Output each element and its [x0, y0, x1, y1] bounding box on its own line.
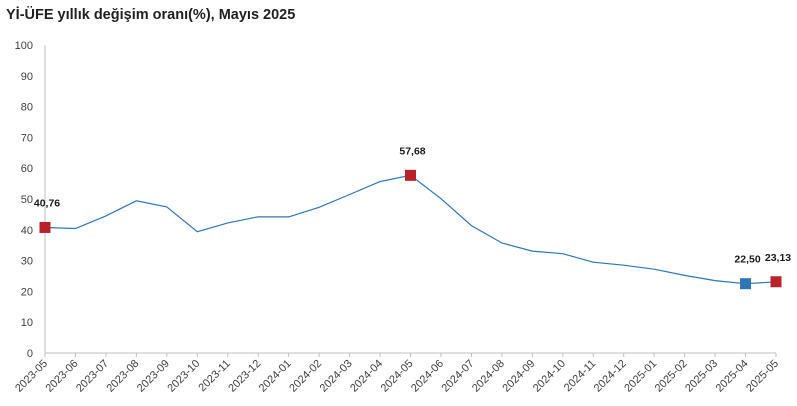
chart-title: Yİ-ÜFE yıllık değişim oranı(%), Mayıs 20… [6, 7, 296, 23]
y-tick-label: 60 [21, 163, 33, 175]
data-point-marker [740, 278, 752, 290]
x-tick-label: 2024-08 [470, 358, 507, 395]
plot-area [44, 174, 777, 285]
y-tick-label: 40 [21, 225, 33, 237]
x-tick-label: 2025-02 [653, 358, 690, 395]
data-label: 40,76 [34, 197, 60, 209]
x-tick-label: 2025-04 [714, 358, 751, 395]
data-label: 23,13 [765, 252, 791, 264]
data-label: 57,68 [399, 145, 425, 157]
x-tick-label: 2025-05 [744, 358, 781, 395]
data-label: 22,50 [734, 254, 760, 266]
x-tick-label: 2024-10 [531, 358, 568, 395]
y-tick-label: 10 [21, 317, 33, 329]
y-tick-label: 80 [21, 102, 33, 114]
x-tick-label: 2023-12 [226, 358, 263, 395]
x-axis: 2023-052023-062023-072023-082023-092023-… [13, 352, 781, 395]
x-tick-label: 2024-02 [287, 358, 324, 395]
y-tick-label: 100 [15, 40, 33, 52]
x-tick-label: 2024-07 [440, 358, 477, 395]
x-tick-label: 2023-09 [135, 358, 172, 395]
y-axis: 0 10 20 30 40 50 60 70 80 90 100 [15, 40, 46, 360]
x-tick-label: 2024-09 [500, 358, 537, 395]
data-point-marker [405, 169, 416, 181]
y-tick-label: 20 [21, 286, 33, 298]
data-point-marker [39, 221, 51, 233]
data-point-marker [770, 276, 782, 288]
x-tick-label: 2023-05 [13, 358, 50, 395]
x-tick-label: 2025-01 [622, 358, 659, 395]
x-tick-label: 2023-08 [104, 358, 141, 395]
x-tick-label: 2024-05 [379, 358, 416, 395]
series-line [44, 174, 777, 285]
y-tick-label: 50 [21, 194, 33, 206]
x-tick-label: 2024-03 [318, 358, 355, 395]
y-tick-label: 90 [21, 71, 33, 83]
x-tick-label: 2025-03 [683, 358, 720, 395]
x-tick-label: 2023-10 [165, 358, 202, 395]
x-tick-label: 2024-01 [257, 358, 294, 395]
x-tick-label: 2024-04 [348, 358, 385, 395]
x-tick-label: 2023-06 [44, 358, 81, 395]
x-tick-label: 2024-12 [592, 358, 629, 395]
x-tick-label: 2024-06 [409, 358, 446, 395]
y-tick-label: 70 [21, 132, 33, 144]
y-tick-label: 30 [21, 256, 33, 268]
y-tick-label: 0 [27, 348, 33, 360]
x-tick-label: 2023-07 [74, 358, 111, 395]
data-markers: 40,76 57,68 22,50 23,13 [34, 145, 791, 290]
